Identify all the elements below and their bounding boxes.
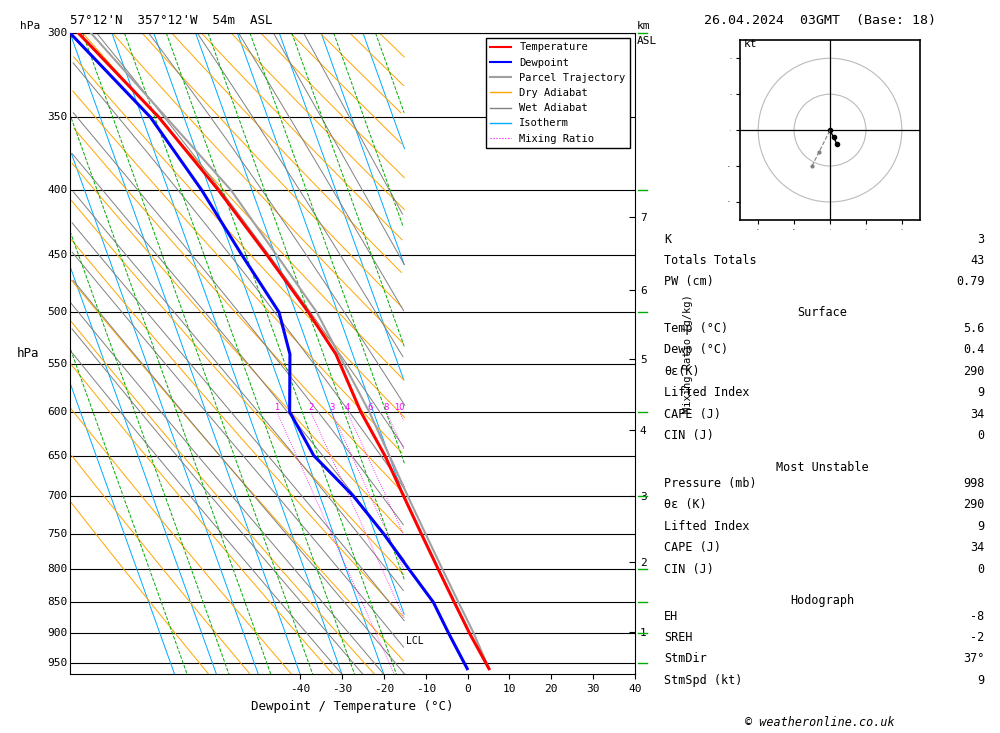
Text: 34: 34 <box>970 541 985 554</box>
Text: 3: 3 <box>329 403 334 412</box>
Text: Hodograph: Hodograph <box>790 594 855 607</box>
Text: 34: 34 <box>970 408 985 421</box>
Text: CIN (J): CIN (J) <box>664 430 714 443</box>
Text: Surface: Surface <box>798 306 847 319</box>
Text: Dewp (°C): Dewp (°C) <box>664 343 728 356</box>
Text: 300: 300 <box>48 28 68 38</box>
Text: Temp (°C): Temp (°C) <box>664 322 728 335</box>
Text: 750: 750 <box>48 528 68 539</box>
Text: km: km <box>637 21 650 32</box>
Text: 600: 600 <box>48 407 68 417</box>
Text: Most Unstable: Most Unstable <box>776 460 869 474</box>
Text: K: K <box>664 234 671 246</box>
Legend: Temperature, Dewpoint, Parcel Trajectory, Dry Adiabat, Wet Adiabat, Isotherm, Mi: Temperature, Dewpoint, Parcel Trajectory… <box>486 38 630 148</box>
Text: © weatheronline.co.uk: © weatheronline.co.uk <box>745 716 895 729</box>
Text: 9: 9 <box>978 674 985 687</box>
Text: 290: 290 <box>963 498 985 511</box>
Text: CAPE (J): CAPE (J) <box>664 541 721 554</box>
Text: 550: 550 <box>48 359 68 369</box>
Text: 3: 3 <box>978 234 985 246</box>
Text: 57°12'N  357°12'W  54m  ASL: 57°12'N 357°12'W 54m ASL <box>70 14 272 26</box>
Text: 998: 998 <box>963 476 985 490</box>
Text: 8: 8 <box>384 403 389 412</box>
Text: Pressure (mb): Pressure (mb) <box>664 476 756 490</box>
Text: 10: 10 <box>394 403 405 412</box>
Text: 9: 9 <box>978 520 985 533</box>
Text: SREH: SREH <box>664 631 692 644</box>
Text: 2: 2 <box>308 403 313 412</box>
Text: Totals Totals: Totals Totals <box>664 254 756 268</box>
Text: 450: 450 <box>48 250 68 259</box>
Text: 850: 850 <box>48 597 68 607</box>
Text: 950: 950 <box>48 658 68 668</box>
Text: LCL: LCL <box>406 636 424 647</box>
Text: kt: kt <box>744 40 757 50</box>
Text: 6: 6 <box>367 403 372 412</box>
Text: θε(K): θε(K) <box>664 365 699 377</box>
Text: 0.79: 0.79 <box>956 275 985 288</box>
Text: 4: 4 <box>345 403 350 412</box>
Text: Mixing Ratio (g/kg): Mixing Ratio (g/kg) <box>683 294 693 413</box>
Text: Lifted Index: Lifted Index <box>664 520 749 533</box>
Text: θε (K): θε (K) <box>664 498 707 511</box>
Text: hPa: hPa <box>16 347 39 360</box>
Text: 700: 700 <box>48 491 68 501</box>
X-axis label: Dewpoint / Temperature (°C): Dewpoint / Temperature (°C) <box>251 699 454 712</box>
Text: 9: 9 <box>978 386 985 399</box>
Text: PW (cm): PW (cm) <box>664 275 714 288</box>
Text: 0: 0 <box>978 562 985 575</box>
Text: 350: 350 <box>48 112 68 122</box>
Text: StmDir: StmDir <box>664 652 707 665</box>
Text: 400: 400 <box>48 185 68 195</box>
Text: -2: -2 <box>970 631 985 644</box>
Text: 37°: 37° <box>963 652 985 665</box>
Text: 290: 290 <box>963 365 985 377</box>
Text: 1: 1 <box>274 403 280 412</box>
Text: CIN (J): CIN (J) <box>664 562 714 575</box>
Text: 800: 800 <box>48 564 68 574</box>
Text: -8: -8 <box>970 610 985 622</box>
Text: StmSpd (kt): StmSpd (kt) <box>664 674 742 687</box>
Text: CAPE (J): CAPE (J) <box>664 408 721 421</box>
Text: 43: 43 <box>970 254 985 268</box>
Text: 500: 500 <box>48 307 68 317</box>
Text: 5.6: 5.6 <box>963 322 985 335</box>
Text: Lifted Index: Lifted Index <box>664 386 749 399</box>
Text: 0.4: 0.4 <box>963 343 985 356</box>
Text: 650: 650 <box>48 451 68 460</box>
Text: 26.04.2024  03GMT  (Base: 18): 26.04.2024 03GMT (Base: 18) <box>704 14 936 27</box>
Text: 900: 900 <box>48 628 68 638</box>
Text: EH: EH <box>664 610 678 622</box>
Text: hPa: hPa <box>20 21 40 32</box>
Text: 0: 0 <box>978 430 985 443</box>
Text: ASL: ASL <box>637 36 657 46</box>
